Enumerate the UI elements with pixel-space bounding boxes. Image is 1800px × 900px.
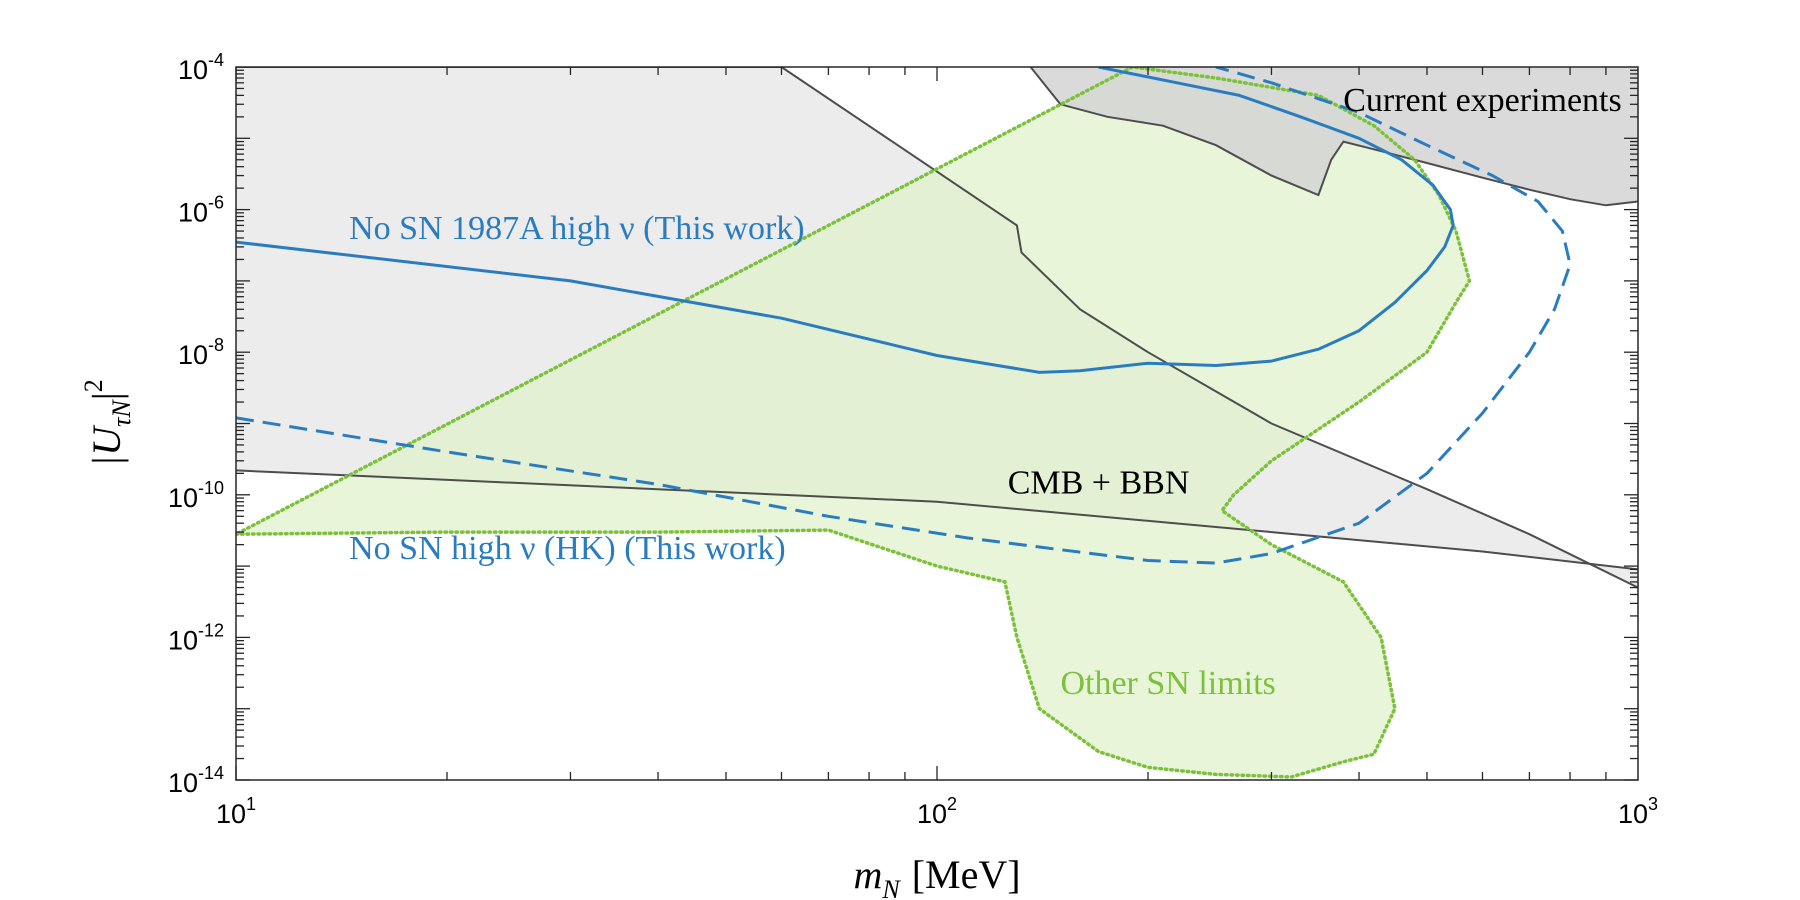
line-no-sn-1987a-high-this-work	[236, 67, 1455, 374]
x-axis-label: mN [MeV]	[853, 852, 1020, 900]
y-tick-label: 10-12	[168, 620, 224, 655]
y-tick-label: 10-14	[168, 763, 224, 798]
edge-cmb-bbn-upper	[236, 67, 1638, 589]
annotation-no-sn-1987a-high-this-work: No SN 1987A high ν (This work)	[349, 210, 804, 247]
y-tick-label: 10-6	[178, 193, 224, 228]
y-tick-label: 10-4	[178, 50, 224, 85]
edge-current-experiments	[1029, 67, 1638, 207]
y-tick-label: 10-10	[168, 478, 224, 513]
annotations: Current experiments No SN 1987A high ν (T…	[349, 82, 1622, 702]
region-other-sn-limits	[236, 67, 1470, 777]
x-tick-label: 102	[917, 794, 957, 829]
edge-cmb-bbn-lower	[236, 469, 1638, 571]
x-tick-label: 101	[216, 794, 256, 829]
plot-area	[236, 67, 1638, 780]
svg-text:mN[MeV]: mN [MeV]	[853, 852, 1020, 900]
edge-other-sn-limits	[236, 67, 1472, 779]
annotation-cmb-bbn: CMB + BBN	[1008, 464, 1190, 501]
svg-text:|UτN|2: |UτN|2	[79, 379, 136, 467]
annotation-no-sn-high-hk-this-work: No SN high ν (HK) (This work)	[349, 530, 786, 567]
axes: 101 102 103 10-4 10-6 10-8 10-10 10-12 10-14	[168, 50, 1658, 829]
y-tick-label: 10-8	[178, 335, 224, 370]
region-current-experiments	[1030, 67, 1638, 206]
y-axis-label: |UτN|2	[79, 379, 136, 467]
annotation-current-experiments: Current experiments	[1343, 82, 1622, 119]
annotation-other-sn-limits: Other SN limits	[1060, 665, 1275, 702]
x-tick-label: 103	[1618, 794, 1658, 829]
